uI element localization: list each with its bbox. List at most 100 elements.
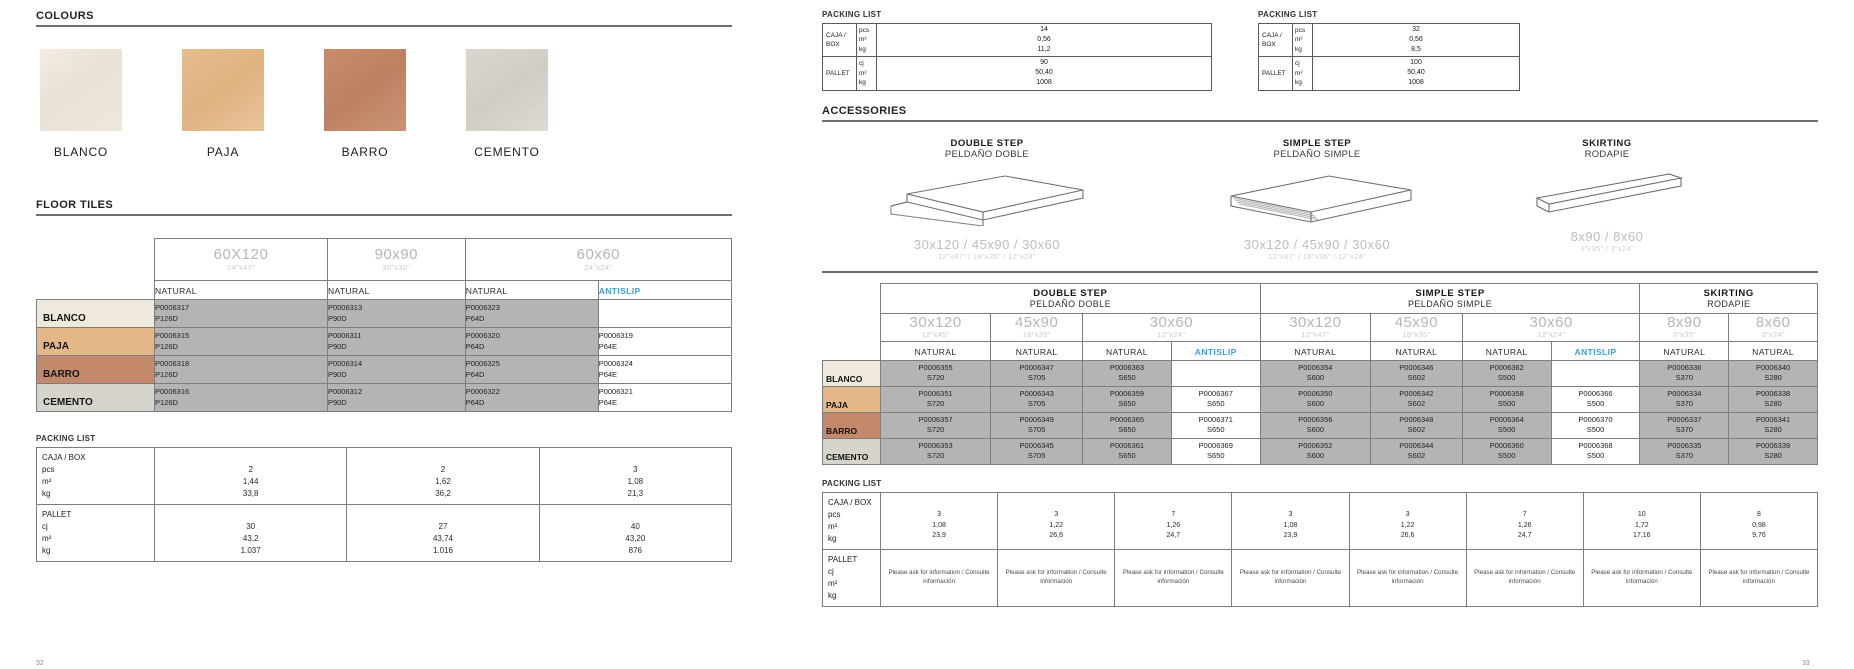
- acc-finish-header: NATURAL: [1259, 340, 1371, 361]
- acc-code: P0006357: [918, 414, 953, 424]
- acc-code-sub: S370: [1675, 425, 1694, 435]
- ft-code-sub: P64D: [465, 369, 485, 379]
- acc-code: P0006367: [1198, 388, 1233, 398]
- acc-code: P0006361: [1109, 440, 1145, 450]
- acc-colour-name: BARRO: [826, 425, 858, 436]
- ft-size-value: 90x90: [374, 246, 419, 264]
- acc-size-value: 8x60: [1755, 313, 1791, 331]
- acc-code-cell: P0006354 S600: [1259, 359, 1371, 387]
- ft-size-inches: 24"x47": [227, 262, 255, 272]
- acc-code-sub: S500: [1497, 425, 1516, 435]
- rpl-value: 1,22: [1049, 521, 1063, 529]
- ft-size-header: 60X120 24"x47": [154, 238, 328, 281]
- colour-swatch-item: CEMENTO: [466, 49, 548, 159]
- tpl-pallet-label: PALLET: [1258, 56, 1293, 91]
- acc-code: P0006360: [1489, 440, 1524, 450]
- rpl-value: 24,7: [1517, 532, 1532, 540]
- ft-finish-label: NATURAL: [465, 286, 508, 296]
- tpl-value: 50,40: [1407, 69, 1425, 77]
- rpl-pallet-ask: Please ask for information / Consulte in…: [1348, 548, 1467, 607]
- rpl-unit: pcs: [828, 509, 841, 519]
- rpl-box-values: 8 0,98 9,76: [1699, 491, 1819, 550]
- lpl-box-values: 2 1,44 33,8: [153, 447, 348, 505]
- left-packing-list-heading: PACKING LIST: [36, 434, 96, 443]
- acc-code-cell: P0006341 S280: [1728, 411, 1818, 439]
- ft-code-sub: P126D: [155, 397, 178, 407]
- pl-spacer: [347, 509, 538, 521]
- acc-size-inches: 12"x24": [1157, 330, 1186, 340]
- rpl-spacer: [1115, 500, 1231, 511]
- acc-code: P0006337: [1667, 414, 1702, 424]
- rpl-value: 10: [1637, 511, 1646, 519]
- acc-code-sub: S280: [1764, 373, 1782, 383]
- ft-code: P0006314: [327, 359, 363, 369]
- ft-size-inches: 24"x24": [584, 262, 613, 272]
- pl-value: 2: [440, 465, 446, 474]
- rpl-spacer: [1232, 500, 1348, 511]
- acc-code: P0006348: [1399, 414, 1434, 424]
- tpl-unit: pcs: [859, 27, 870, 34]
- acc-colour-name: PAJA: [826, 399, 849, 410]
- tpl-unit: kg: [859, 79, 866, 87]
- acc-code-cell: P0006362 S500: [1461, 359, 1552, 387]
- acc-size-value: 8x90: [1667, 313, 1702, 331]
- pl-value: 40: [630, 522, 640, 531]
- lpl-box-values: 2 1,62 36,2: [346, 447, 540, 505]
- right-page-number: 33: [1802, 660, 1810, 667]
- rpl-value: 1,26: [1166, 521, 1181, 529]
- acc-code-sub: S705: [1027, 399, 1046, 409]
- accessory-item: SIMPLE STEP PELDAÑO SIMPLE 30x120 / 45x90 …: [1152, 138, 1482, 261]
- accessory-sizes: 8x90 / 8x60: [1570, 228, 1644, 244]
- acc-code-sub: S370: [1675, 399, 1694, 409]
- acc-size-header: 30x60 12"x24": [1461, 312, 1641, 342]
- rpl-value: 3: [937, 511, 942, 519]
- rpl-pallet-label: PALLET cj m² kg: [822, 548, 881, 607]
- rpl-value: 3: [1288, 511, 1293, 519]
- acc-code: P0006342: [1399, 388, 1434, 398]
- tpl-unit: cj: [859, 60, 864, 68]
- ft-code: P0006320: [465, 331, 500, 341]
- acc-finish-header: ANTISLIP: [1550, 340, 1641, 361]
- acc-group-title-es: RODAPIE: [1707, 298, 1751, 309]
- acc-group-header: SIMPLE STEP PELDAÑO SIMPLE: [1259, 282, 1641, 314]
- acc-code: P0006338: [1755, 388, 1791, 398]
- acc-code: P0006359: [1109, 388, 1145, 398]
- ft-code-sub: P64D: [465, 397, 485, 407]
- right-packing-list-section: PACKING LIST CAJA / BOX pcs m² kg 3 1,08 23,9…: [822, 479, 1819, 607]
- rpl-pallet-ask: Please ask for information / Consulte in…: [1699, 548, 1819, 607]
- tpl-pallet-values: 100 50,40 1008: [1312, 56, 1520, 91]
- accessories-rule: [822, 119, 1818, 122]
- rpl-value: 1,26: [1517, 521, 1532, 529]
- rpl-pallet-ask: Please ask for information / Consulte in…: [997, 548, 1116, 607]
- lpl-pallet-values: 40 43,20 876: [538, 504, 733, 562]
- ft-code-cell: P0006320 P64D: [464, 327, 599, 356]
- tpl-pallet-units: cj m² kg: [856, 56, 877, 91]
- acc-code-sub: S600: [1306, 425, 1325, 435]
- pl-unit: pcs: [42, 465, 55, 474]
- acc-size-inches: 12"x45": [921, 330, 950, 340]
- ft-colour-tint: [37, 300, 154, 327]
- acc-size-value: 45x90: [1014, 313, 1059, 331]
- rpl-value: 7: [1171, 511, 1176, 519]
- tpl-unit: cj: [1295, 60, 1300, 68]
- colour-swatch-row: BLANCO PAJA BARRO CEMENTO: [36, 49, 732, 159]
- rpl-box-values: 3 1,22 26,6: [997, 491, 1116, 550]
- acc-size-inches: 18"x35": [1022, 330, 1051, 340]
- rpl-value: 26,6: [1049, 532, 1063, 540]
- pl-value: 1,62: [435, 477, 451, 486]
- acc-code-sub: S602: [1407, 373, 1426, 383]
- tpl-value: 100: [1410, 59, 1422, 67]
- ft-corner: [37, 239, 155, 300]
- colour-swatch-barro: [324, 49, 406, 131]
- acc-code: P0006345: [1019, 440, 1054, 450]
- pl-value: 30: [246, 522, 256, 531]
- rpl-unit: m²: [828, 521, 838, 531]
- rpl-unit: kg: [828, 533, 837, 543]
- acc-code-sub: S500: [1586, 451, 1605, 461]
- ft-code-cell: P0006312 P90D: [326, 383, 466, 412]
- rpl-value: 1,08: [1283, 521, 1298, 529]
- ft-finish-label: NATURAL: [327, 286, 370, 296]
- acc-code-sub: S705: [1027, 373, 1046, 383]
- ft-colour-name: BLANCO: [43, 313, 86, 324]
- rpl-pallet-ask: Please ask for information / Consulte in…: [879, 548, 999, 607]
